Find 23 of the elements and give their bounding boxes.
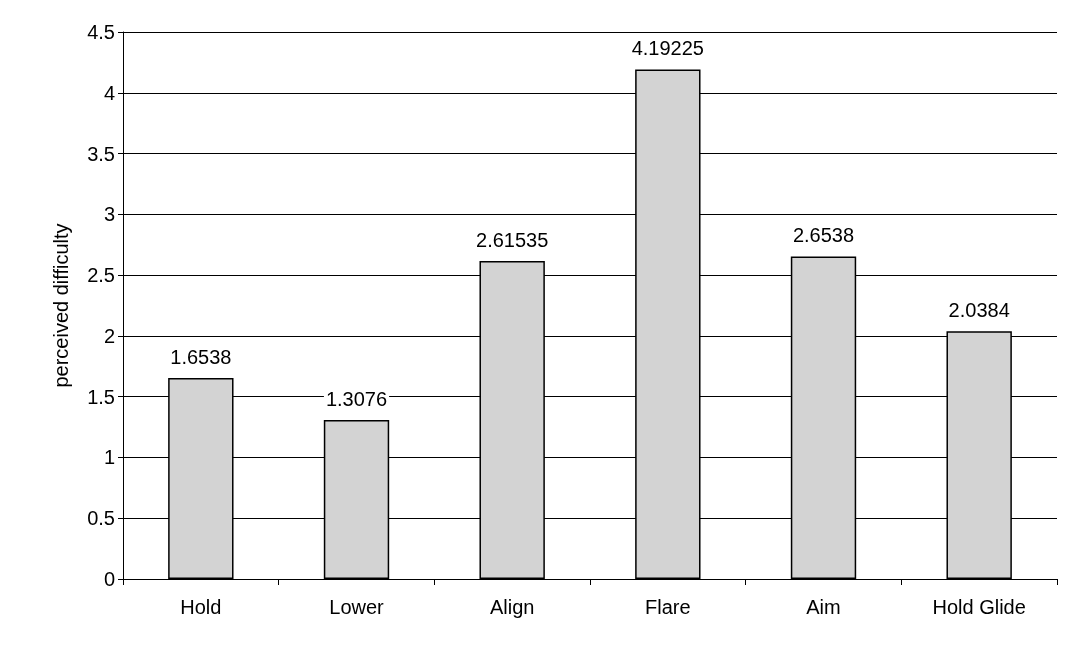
data-label: 1.3076 [325, 388, 388, 411]
y-tick-label: 2 [103, 324, 115, 347]
y-tick-label: 1.5 [87, 385, 115, 408]
y-tick-label: 4.5 [87, 21, 115, 43]
y-tick-label: 3 [103, 203, 115, 226]
data-label: 2.6538 [792, 224, 855, 247]
y-tick-label: 3.5 [87, 142, 115, 165]
y-tick-label: 1 [103, 446, 115, 469]
x-tick-label: Align [489, 596, 535, 618]
x-tick-label: Hold Glide [932, 596, 1026, 618]
data-label: 4.19225 [631, 37, 704, 60]
y-tick-label: 0.5 [87, 507, 115, 530]
x-tick-label: Hold [180, 596, 222, 618]
data-label: 2.0384 [948, 299, 1010, 322]
y-tick-label: 4 [103, 81, 115, 104]
x-tick-label: Flare [645, 596, 691, 618]
x-tick-label: Aim [806, 596, 841, 618]
y-axis-title: perceived difficulty [50, 223, 72, 388]
y-tick-label: 2.5 [87, 264, 115, 287]
data-label: 1.6538 [170, 345, 232, 368]
y-tick-label: 0 [103, 568, 115, 590]
x-tick-label: Lower [329, 596, 385, 618]
data-label: 2.61535 [476, 229, 549, 252]
